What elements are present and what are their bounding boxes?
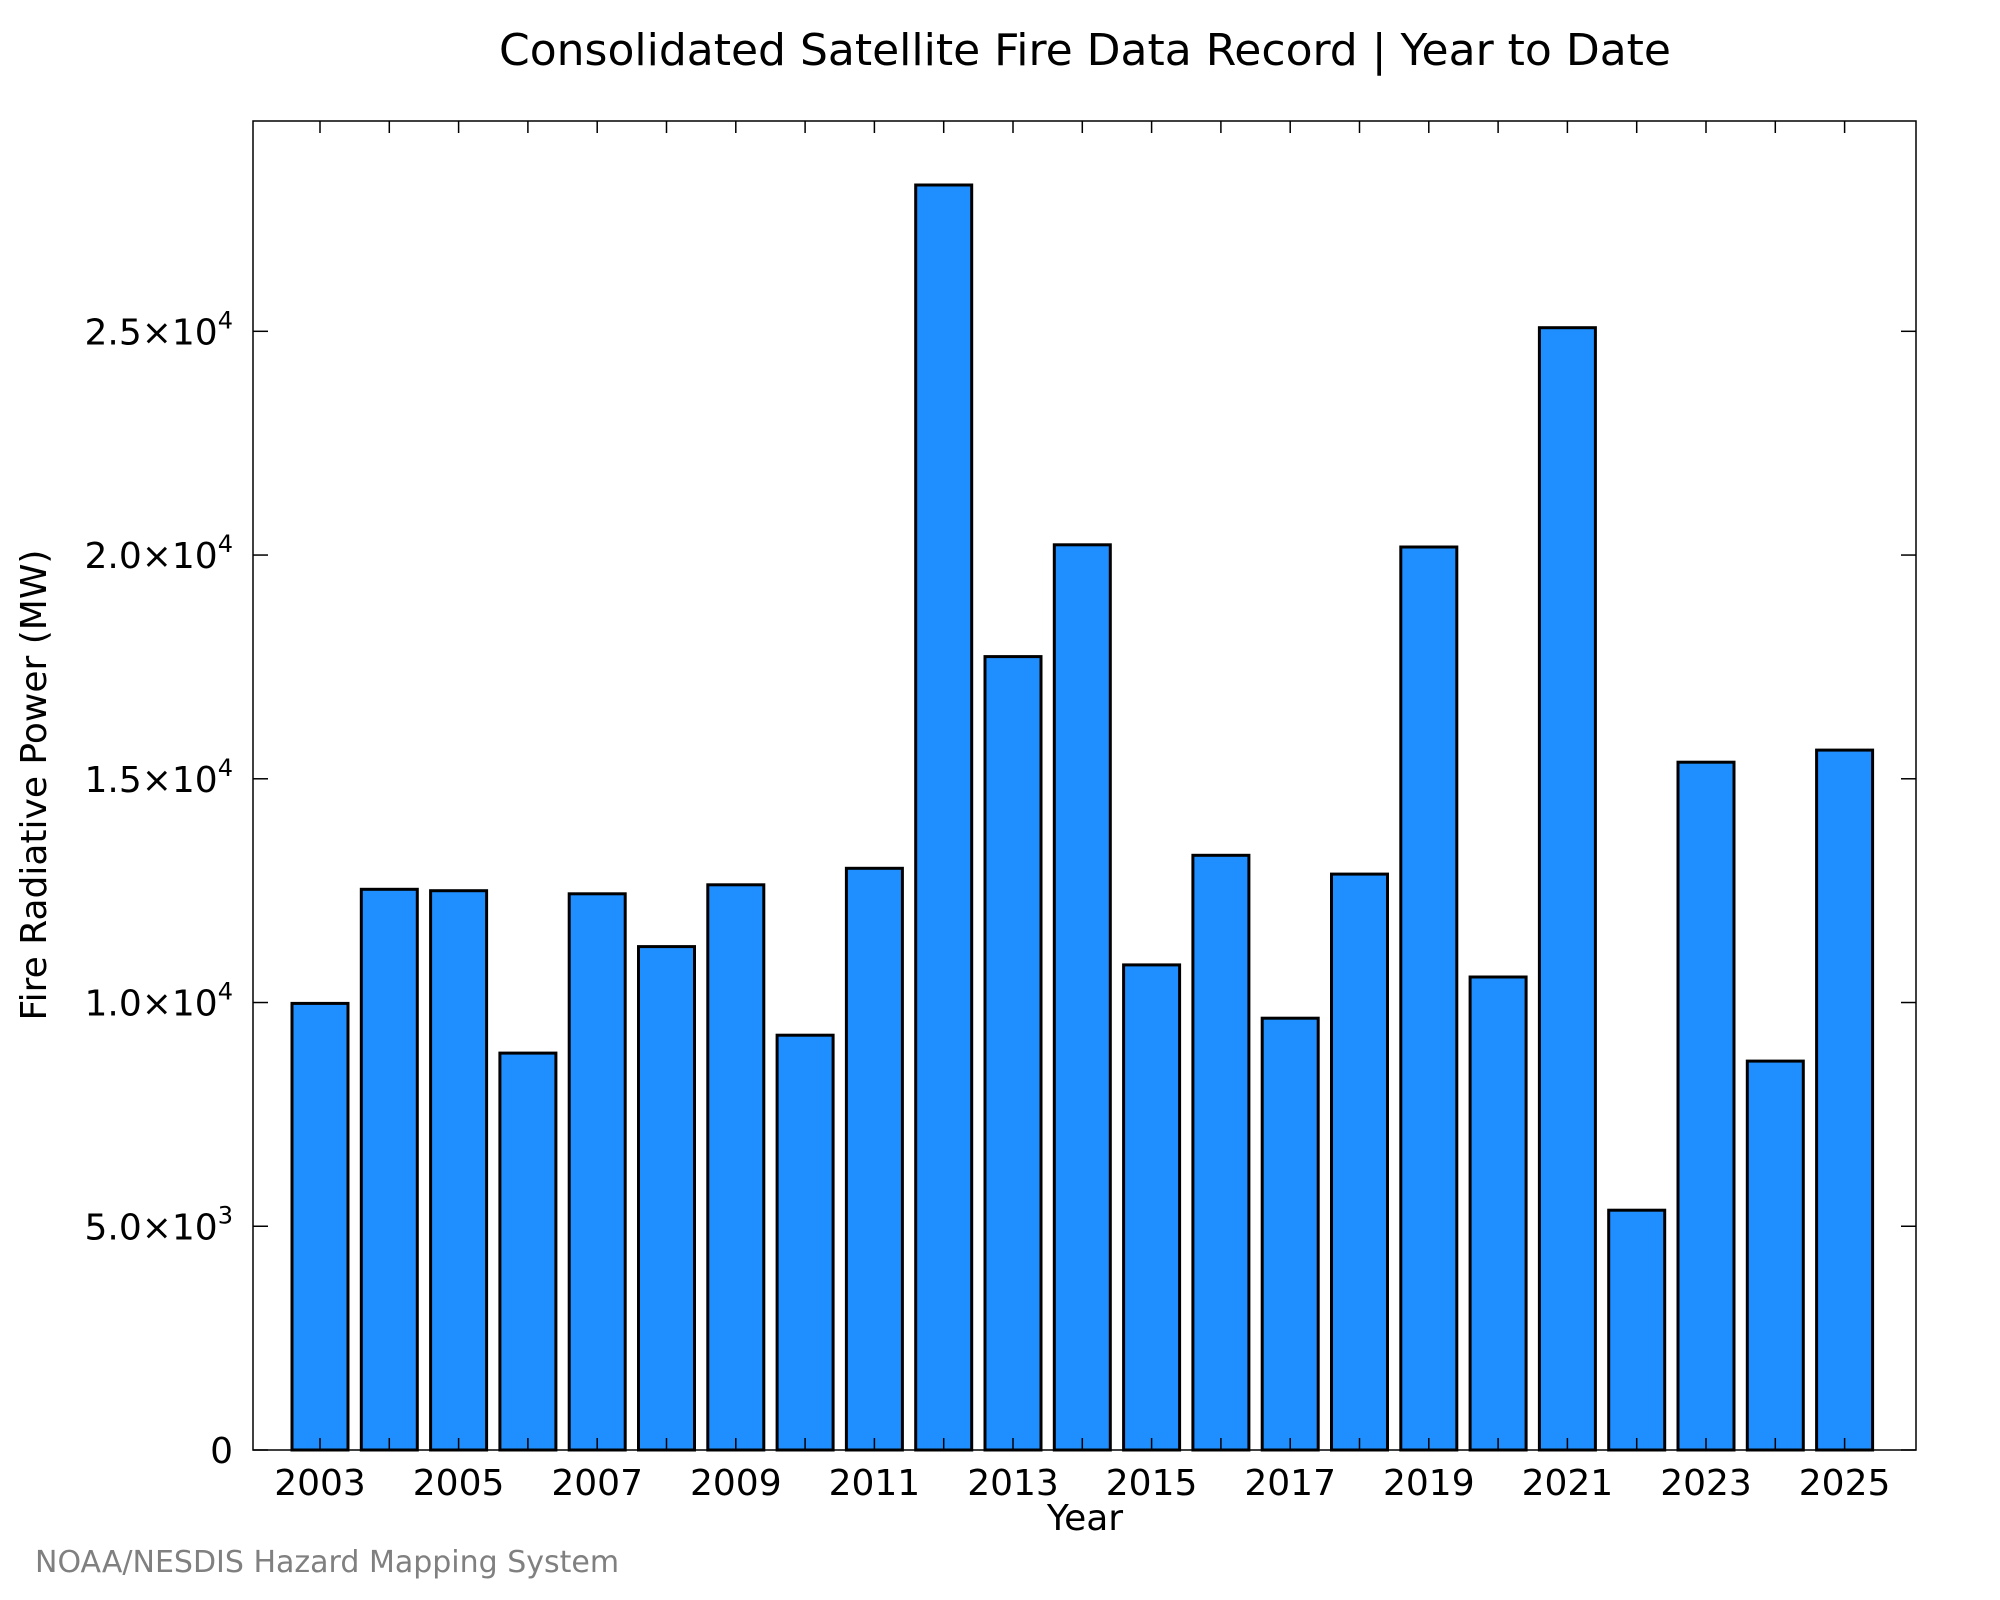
bar-2007	[567, 892, 627, 1452]
bar-2023	[1676, 760, 1736, 1452]
y-tick-label: 1.5×104	[84, 754, 233, 801]
x-tick-label: 2025	[1799, 1463, 1891, 1504]
bars-group	[290, 183, 1875, 1452]
bar-2019	[1399, 545, 1459, 1452]
y-axis: 0 5.0×103 1.0×104 1.5×104 2.0×104 2.5×104	[84, 306, 1916, 1472]
y-tick-label: 2.0×104	[84, 530, 233, 577]
x-tick-label: 2017	[1244, 1463, 1336, 1504]
bar-2013	[983, 655, 1043, 1452]
bar-2011	[844, 866, 904, 1452]
x-axis-label: Year	[1046, 1498, 1123, 1539]
bar-2012	[914, 183, 974, 1452]
x-tick-label: 2011	[829, 1463, 921, 1504]
bar-2025	[1815, 748, 1875, 1452]
bar-2009	[706, 883, 766, 1452]
bar-2022	[1607, 1208, 1667, 1452]
bar-2021	[1537, 326, 1597, 1452]
bar-2017	[1260, 1016, 1320, 1452]
bar-2015	[1122, 963, 1182, 1452]
x-tick-label: 2009	[690, 1463, 782, 1504]
x-tick-label: 2015	[1106, 1463, 1198, 1504]
x-tick-label: 2021	[1522, 1463, 1614, 1504]
bar-2003	[290, 1001, 350, 1452]
bar-2008	[637, 945, 696, 1452]
bar-2014	[1052, 543, 1112, 1452]
bar-2006	[498, 1051, 558, 1452]
x-tick-label: 2005	[413, 1463, 505, 1504]
y-tick-label: 2.5×104	[84, 306, 233, 353]
bar-2010	[775, 1033, 835, 1452]
x-tick-label: 2007	[551, 1463, 643, 1504]
bar-2016	[1191, 853, 1251, 1452]
bar-2004	[359, 887, 419, 1452]
x-axis: 2003 2005 2007 2009 2011 2013 2015 2017 2019 2021…	[274, 121, 1890, 1504]
credit-text: NOAA/NESDIS Hazard Mapping System	[35, 1545, 619, 1580]
y-tick-label: 0	[210, 1431, 233, 1472]
bar-2020	[1468, 975, 1528, 1452]
x-tick-label: 2003	[274, 1463, 366, 1504]
chart-title: Consolidated Satellite Fire Data Record …	[499, 25, 1671, 76]
y-tick-label: 5.0×103	[84, 1201, 233, 1248]
x-tick-label: 2019	[1383, 1463, 1475, 1504]
bar-2005	[429, 889, 489, 1452]
bar-2018	[1330, 872, 1389, 1452]
bar-2024	[1745, 1059, 1805, 1452]
x-tick-label: 2023	[1660, 1463, 1752, 1504]
x-tick-label: 2013	[967, 1463, 1059, 1504]
y-axis-label: Fire Radiative Power (MW)	[14, 550, 55, 1021]
y-tick-label: 1.0×104	[84, 978, 233, 1025]
